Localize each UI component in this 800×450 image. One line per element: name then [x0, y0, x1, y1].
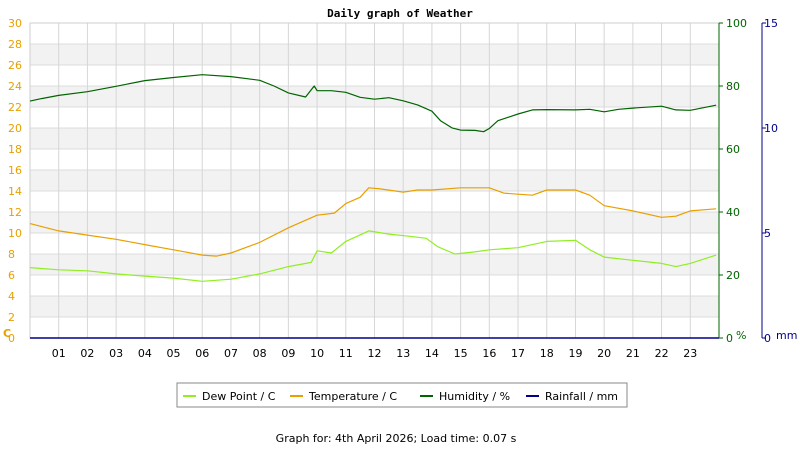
left-tick-label: 24 — [8, 80, 22, 93]
x-tick-label: 15 — [454, 347, 468, 360]
right1-tick-label: 0 — [726, 332, 733, 345]
x-tick-label: 14 — [425, 347, 439, 360]
x-tick-label: 04 — [138, 347, 152, 360]
legend: Dew Point / C Temperature / C Humidity / %… — [176, 382, 628, 408]
right2-tick-label: 15 — [764, 17, 778, 30]
left-tick-label: 14 — [8, 185, 22, 198]
right2-tick-label: 10 — [764, 122, 778, 135]
x-tick-label: 05 — [167, 347, 181, 360]
left-tick-label: 18 — [8, 143, 22, 156]
x-tick-label: 02 — [80, 347, 94, 360]
right1-tick-label: 60 — [726, 143, 740, 156]
x-tick-label: 07 — [224, 347, 238, 360]
left-tick-label: 6 — [8, 269, 15, 282]
right2-tick-label: 0 — [764, 332, 771, 345]
x-tick-label: 17 — [511, 347, 525, 360]
left-tick-label: 0 — [8, 332, 15, 345]
left-tick-label: 10 — [8, 227, 22, 240]
left-tick-label: 20 — [8, 122, 22, 135]
left-tick-label: 26 — [8, 59, 22, 72]
x-tick-label: 10 — [310, 347, 324, 360]
left-tick-label: 30 — [8, 17, 22, 30]
x-tick-label: 11 — [339, 347, 353, 360]
right1-tick-label: 20 — [726, 269, 740, 282]
x-tick-label: 22 — [655, 347, 669, 360]
x-tick-label: 06 — [195, 347, 209, 360]
legend-label-3: Rainfall / mm — [545, 390, 618, 403]
right1-unit-label: % — [736, 329, 746, 342]
right1-tick-label: 80 — [726, 80, 740, 93]
x-tick-label: 13 — [396, 347, 410, 360]
series-line-2 — [29, 74, 717, 133]
x-tick-label: 21 — [626, 347, 640, 360]
left-tick-label: 8 — [8, 248, 15, 261]
x-tick-label: 03 — [109, 347, 123, 360]
left-tick-label: 22 — [8, 101, 22, 114]
x-tick-label: 12 — [368, 347, 382, 360]
footer-text: Graph for: 4th April 2026; Load time: 0.… — [276, 432, 517, 445]
right1-tick-label: 100 — [726, 17, 747, 30]
x-tick-label: 09 — [281, 347, 295, 360]
left-tick-label: 2 — [8, 311, 15, 324]
legend-label-0: Dew Point / C — [202, 390, 276, 403]
x-tick-label: 18 — [540, 347, 554, 360]
left-tick-label: 16 — [8, 164, 22, 177]
left-tick-label: 4 — [8, 290, 15, 303]
x-tick-label: 23 — [683, 347, 697, 360]
right2-unit-label: mm — [776, 329, 797, 342]
x-tick-label: 20 — [597, 347, 611, 360]
legend-box — [176, 382, 628, 408]
x-tick-label: 08 — [253, 347, 267, 360]
left-unit-label: C — [3, 327, 11, 340]
right1-tick-label: 40 — [726, 206, 740, 219]
x-tick-label: 19 — [568, 347, 582, 360]
legend-label-2: Humidity / % — [439, 390, 510, 403]
chart-title: Daily graph of Weather — [327, 7, 473, 20]
left-tick-label: 28 — [8, 38, 22, 51]
right2-tick-label: 5 — [764, 227, 771, 240]
left-tick-label: 12 — [8, 206, 22, 219]
series-line-1 — [29, 187, 717, 257]
legend-label-1: Temperature / C — [308, 390, 397, 403]
series-line-0 — [29, 230, 717, 282]
x-tick-label: 01 — [52, 347, 66, 360]
x-tick-label: 16 — [482, 347, 496, 360]
